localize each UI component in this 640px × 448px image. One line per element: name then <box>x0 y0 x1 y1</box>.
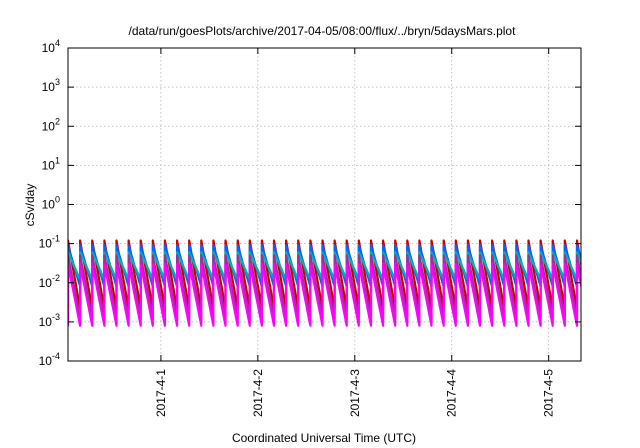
y-axis: 10-4 10-3 10-2 10-1 100 101 102 103 104 <box>39 38 581 368</box>
y-tick-label: 103 <box>42 77 60 94</box>
x-tick-label: 2017-4-5 <box>542 369 556 417</box>
chart-title: /data/run/goesPlots/archive/2017-04-05/0… <box>129 24 517 38</box>
y-tick-label: 104 <box>42 38 60 55</box>
x-axis: 2017-4-1 2017-4-2 2017-4-3 2017-4-4 2017-4-5 <box>154 48 556 417</box>
x-tick-label: 2017-4-3 <box>348 369 362 417</box>
y-tick-label: 101 <box>42 155 60 172</box>
y-tick-label: 10-3 <box>39 312 60 329</box>
y-axis-label: cSv/day <box>23 184 37 227</box>
y-tick-label: 10-1 <box>39 234 60 251</box>
x-tick-label: 2017-4-1 <box>154 369 168 417</box>
y-tick-label: 10-4 <box>39 351 60 368</box>
x-tick-label: 2017-4-2 <box>251 369 265 417</box>
y-tick-label: 102 <box>42 116 60 133</box>
x-axis-label: Coordinated Universal Time (UTC) <box>232 431 416 445</box>
series-line-4 <box>68 263 581 327</box>
y-tick-label: 100 <box>42 195 60 212</box>
x-tick-label: 2017-4-4 <box>445 369 459 417</box>
series-layer <box>68 239 581 327</box>
y-tick-label: 10-2 <box>39 273 60 290</box>
